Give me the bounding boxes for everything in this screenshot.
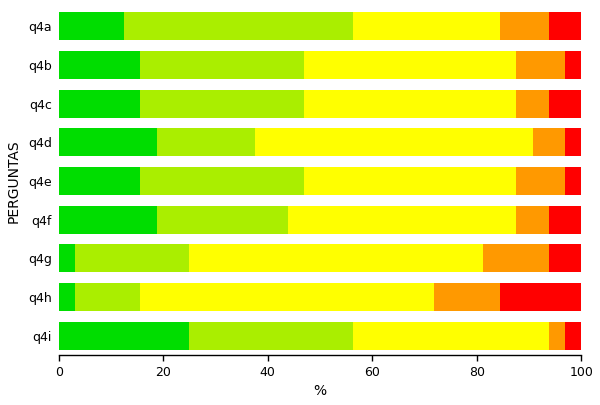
Bar (157, 128, 255, 156)
Bar (500, 283, 581, 311)
Bar (59, 13, 124, 40)
Bar (255, 128, 533, 156)
Bar (304, 90, 516, 117)
Bar (500, 13, 549, 40)
Bar (157, 206, 287, 234)
Bar (59, 167, 140, 195)
Bar (549, 206, 582, 234)
Bar (287, 206, 517, 234)
Bar (565, 167, 581, 195)
Bar (59, 206, 157, 234)
Bar (565, 51, 581, 79)
Bar (59, 245, 75, 272)
Bar (516, 51, 565, 79)
X-axis label: %: % (313, 384, 326, 398)
Bar (353, 322, 549, 350)
Bar (59, 283, 75, 311)
Bar (565, 322, 581, 350)
Bar (59, 128, 157, 156)
Bar (549, 90, 581, 117)
Bar (484, 245, 549, 272)
Bar (140, 167, 304, 195)
Bar (549, 322, 565, 350)
Bar (565, 128, 581, 156)
Bar (304, 167, 516, 195)
Bar (533, 128, 565, 156)
Bar (353, 13, 500, 40)
Bar (59, 322, 190, 350)
Bar (75, 245, 190, 272)
Bar (75, 283, 140, 311)
Bar (140, 51, 304, 79)
Bar (124, 13, 353, 40)
Bar (59, 90, 140, 117)
Bar (516, 90, 549, 117)
Bar (59, 51, 140, 79)
Bar (140, 90, 304, 117)
Bar (434, 283, 500, 311)
Bar (549, 13, 581, 40)
Bar (549, 245, 581, 272)
Bar (190, 245, 484, 272)
Bar (516, 167, 565, 195)
Bar (190, 322, 353, 350)
Bar (140, 283, 434, 311)
Y-axis label: PERGUNTAS: PERGUNTAS (7, 139, 21, 223)
Bar (304, 51, 516, 79)
Bar (517, 206, 549, 234)
